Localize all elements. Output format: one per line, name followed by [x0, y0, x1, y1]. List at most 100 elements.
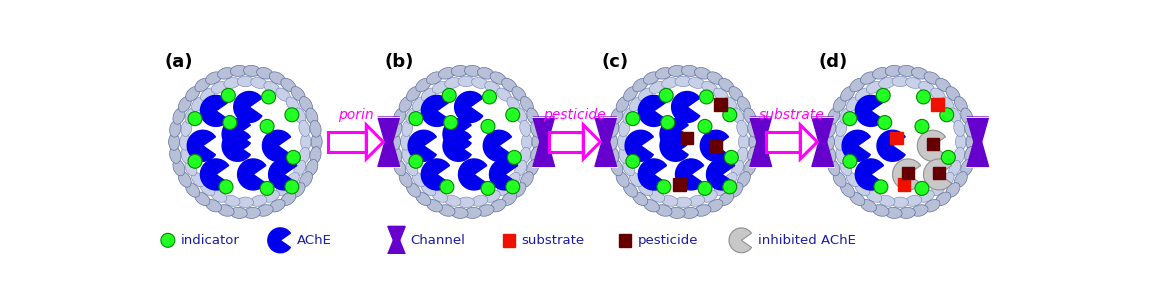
Ellipse shape [827, 108, 840, 124]
Wedge shape [237, 159, 266, 190]
Ellipse shape [619, 120, 629, 136]
Ellipse shape [707, 199, 723, 212]
Bar [329, 132, 367, 152]
Ellipse shape [172, 160, 185, 176]
Wedge shape [625, 130, 654, 161]
Ellipse shape [406, 108, 418, 123]
Bar [933, 167, 945, 179]
Ellipse shape [840, 87, 855, 101]
Circle shape [846, 88, 955, 196]
Circle shape [939, 108, 953, 122]
Circle shape [191, 88, 300, 196]
Ellipse shape [737, 147, 747, 164]
Text: inhibited AChE: inhibited AChE [759, 234, 856, 247]
Ellipse shape [172, 108, 185, 124]
Ellipse shape [681, 65, 699, 76]
Ellipse shape [299, 147, 310, 164]
Ellipse shape [649, 190, 665, 202]
Ellipse shape [218, 67, 234, 79]
Ellipse shape [960, 160, 973, 176]
Ellipse shape [390, 133, 400, 150]
Ellipse shape [936, 78, 951, 92]
Text: substrate: substrate [522, 234, 584, 247]
Wedge shape [234, 92, 261, 123]
Bar [673, 178, 686, 191]
Ellipse shape [212, 81, 227, 93]
Circle shape [724, 150, 738, 164]
Ellipse shape [451, 65, 469, 76]
Ellipse shape [230, 207, 248, 219]
Ellipse shape [834, 134, 845, 150]
Polygon shape [388, 226, 405, 240]
Ellipse shape [955, 97, 967, 112]
Ellipse shape [966, 133, 977, 150]
Ellipse shape [749, 133, 760, 150]
Wedge shape [659, 130, 688, 161]
Ellipse shape [965, 147, 977, 163]
Wedge shape [200, 95, 229, 126]
Polygon shape [750, 117, 772, 142]
Polygon shape [533, 117, 554, 142]
Ellipse shape [960, 108, 973, 124]
Ellipse shape [223, 78, 239, 88]
Ellipse shape [606, 133, 618, 150]
Ellipse shape [898, 207, 915, 219]
Ellipse shape [824, 133, 834, 150]
Ellipse shape [212, 190, 227, 202]
Text: substrate: substrate [759, 108, 825, 122]
Wedge shape [458, 159, 487, 190]
Ellipse shape [300, 172, 312, 187]
Text: porin: porin [338, 108, 374, 122]
Ellipse shape [737, 97, 751, 112]
Ellipse shape [955, 172, 967, 187]
Ellipse shape [633, 78, 648, 92]
Ellipse shape [855, 183, 870, 196]
Ellipse shape [956, 134, 966, 150]
Wedge shape [855, 95, 884, 126]
Polygon shape [533, 142, 554, 167]
Circle shape [661, 116, 675, 130]
Circle shape [287, 150, 301, 164]
Ellipse shape [694, 205, 712, 216]
Ellipse shape [949, 160, 960, 176]
Ellipse shape [464, 207, 481, 219]
Wedge shape [222, 130, 250, 161]
Wedge shape [421, 159, 450, 190]
Bar [550, 132, 583, 152]
Wedge shape [877, 130, 905, 161]
Ellipse shape [519, 147, 531, 164]
Ellipse shape [694, 67, 712, 79]
Ellipse shape [496, 183, 511, 196]
Ellipse shape [840, 183, 855, 197]
Ellipse shape [656, 205, 672, 216]
Ellipse shape [681, 207, 699, 219]
Ellipse shape [270, 199, 285, 212]
Ellipse shape [458, 197, 474, 208]
Ellipse shape [633, 192, 648, 206]
Ellipse shape [924, 199, 939, 212]
Wedge shape [489, 159, 517, 190]
Ellipse shape [406, 160, 418, 176]
Ellipse shape [421, 183, 436, 196]
Circle shape [444, 116, 458, 130]
Ellipse shape [847, 97, 860, 112]
Bar [619, 234, 632, 247]
Ellipse shape [415, 192, 430, 206]
Ellipse shape [439, 67, 455, 79]
Ellipse shape [833, 172, 846, 187]
Ellipse shape [286, 172, 300, 187]
Polygon shape [595, 142, 617, 167]
Polygon shape [967, 117, 988, 142]
Ellipse shape [270, 72, 285, 84]
Circle shape [698, 181, 712, 195]
Ellipse shape [688, 78, 705, 88]
Ellipse shape [243, 207, 260, 219]
Ellipse shape [491, 199, 506, 212]
Ellipse shape [391, 147, 401, 163]
Ellipse shape [662, 195, 678, 206]
Ellipse shape [502, 78, 517, 92]
Ellipse shape [507, 97, 521, 112]
Circle shape [723, 180, 737, 194]
Ellipse shape [206, 72, 221, 84]
Circle shape [412, 88, 521, 196]
